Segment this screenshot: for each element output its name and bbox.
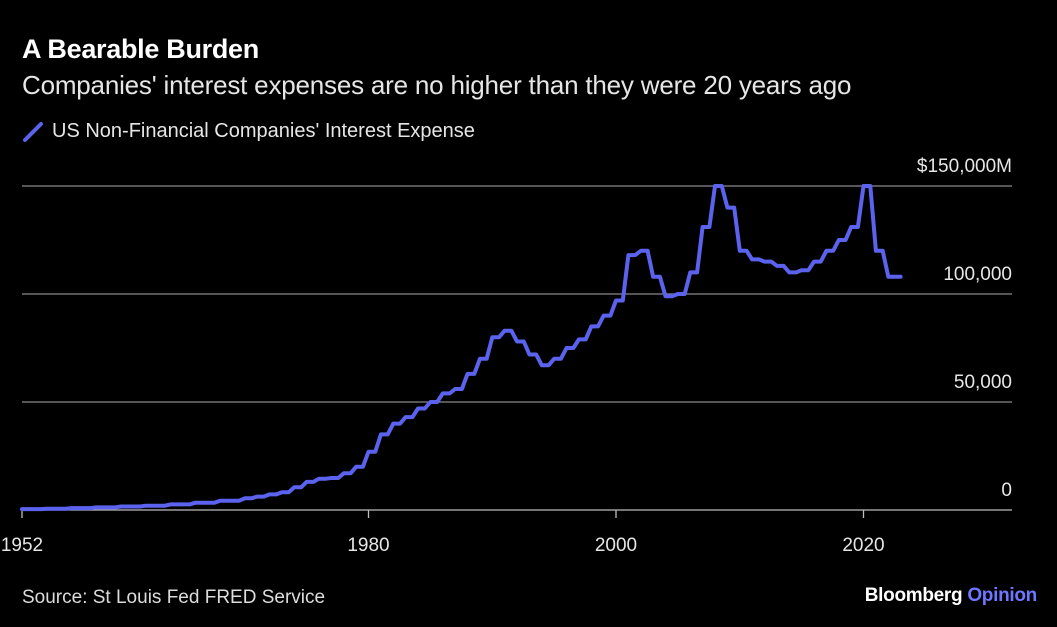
- series-layer: [20, 184, 903, 512]
- grid-lines: [22, 185, 1012, 511]
- legend: US Non-Financial Companies' Interest Exp…: [22, 120, 475, 143]
- y-tick-label: $150,000M: [917, 156, 1012, 177]
- x-tick-label: 1980: [347, 535, 389, 556]
- source-note: Source: St Louis Fed FRED Service: [22, 587, 326, 608]
- legend-label: US Non-Financial Companies' Interest Exp…: [52, 120, 475, 142]
- y-tick-label: 0: [1001, 480, 1012, 501]
- x-tick-label: 1952: [1, 535, 43, 556]
- x-tick-label: 2020: [842, 535, 884, 556]
- brand-logo: Bloomberg Opinion: [864, 585, 1038, 607]
- x-tick-label: 2000: [595, 535, 637, 556]
- chart-subtitle: Companies' interest expenses are no high…: [22, 70, 852, 100]
- series-line-interest-expense: [20, 184, 903, 512]
- brand-primary: Bloomberg: [864, 585, 963, 606]
- y-axis-tick-labels: 0 50,000 100,000 $150,000M: [917, 156, 1012, 501]
- brand-secondary: Opinion: [967, 585, 1037, 606]
- y-tick-label: 50,000: [954, 372, 1012, 393]
- x-axis-tick-labels: 1952 1980 2000 2020: [1, 510, 885, 556]
- legend-line-swatch-icon: [23, 121, 43, 142]
- y-tick-label: 100,000: [943, 264, 1012, 285]
- chart-title: A Bearable Burden: [22, 34, 259, 64]
